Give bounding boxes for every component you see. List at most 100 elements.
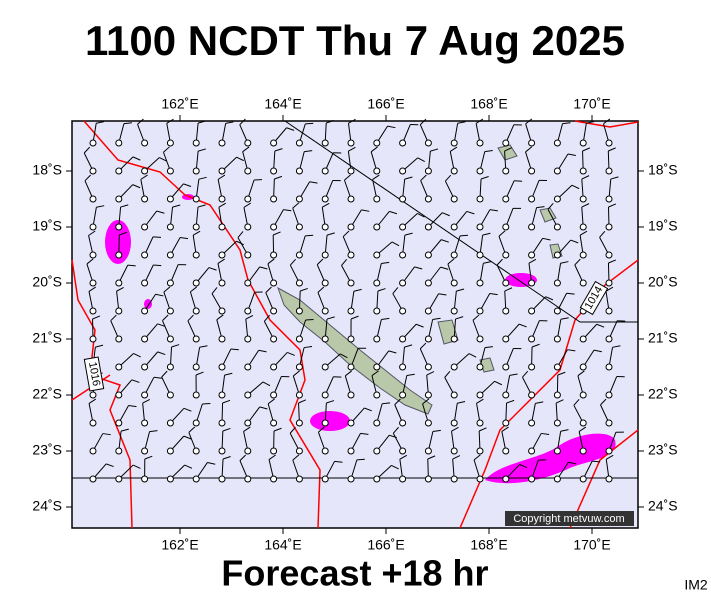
station: [347, 139, 355, 147]
barb-flag: [391, 464, 399, 470]
barb-flag: [581, 203, 590, 208]
station: [476, 391, 484, 399]
station: [244, 363, 252, 371]
barb-flag: [348, 118, 356, 124]
station: [399, 223, 407, 231]
station: [373, 335, 381, 343]
station: [115, 391, 123, 399]
station: [553, 167, 561, 175]
station: [244, 279, 252, 287]
barb-flag: [159, 157, 167, 162]
station: [270, 167, 278, 175]
barb-flag: [239, 118, 246, 126]
station: [450, 279, 458, 287]
barb-flag: [593, 349, 602, 353]
barb-flag: [596, 323, 605, 328]
station: [192, 391, 200, 399]
barb-flag: [414, 266, 423, 270]
barb-flag: [163, 286, 171, 293]
copyright-box: [505, 511, 634, 526]
station: [115, 419, 123, 427]
barb-flag: [415, 323, 424, 328]
station: [321, 251, 329, 259]
barb-flag: [102, 433, 111, 436]
barb-flag: [361, 209, 370, 212]
station: [605, 251, 613, 259]
station: [373, 139, 381, 147]
image-id: IM2: [684, 577, 708, 593]
barb-flag: [267, 398, 275, 405]
barb-flag: [224, 372, 233, 376]
station: [373, 251, 381, 259]
barb-flag: [166, 118, 174, 124]
barb-flag: [392, 426, 399, 434]
station: [605, 279, 613, 287]
station: [141, 475, 149, 483]
barb-flag: [163, 146, 170, 153]
station: [424, 223, 432, 231]
station: [270, 195, 278, 203]
station: [321, 279, 329, 287]
station: [115, 223, 123, 231]
barb-flag: [287, 351, 295, 356]
barb-flag: [127, 264, 136, 267]
station: [244, 335, 252, 343]
station: [89, 195, 97, 203]
station: [347, 419, 355, 427]
station: [605, 167, 613, 175]
longitude-label: 164˚E: [264, 537, 301, 553]
station: [476, 419, 484, 427]
barb-flag: [562, 122, 571, 125]
station: [373, 307, 381, 315]
station: [476, 307, 484, 315]
station: [528, 167, 536, 175]
barb-flag: [197, 148, 206, 152]
station: [244, 307, 252, 315]
station: [321, 139, 329, 147]
station: [347, 363, 355, 371]
barb-flag: [144, 455, 153, 460]
barb-flag: [180, 237, 189, 240]
barb-flag: [447, 258, 455, 265]
barb-flag: [457, 401, 466, 404]
barb-flag: [152, 236, 162, 238]
station: [166, 223, 174, 231]
station: [579, 475, 587, 483]
station: [295, 307, 303, 315]
barb-flag: [88, 398, 97, 404]
barb-flag: [430, 148, 439, 152]
station: [399, 279, 407, 287]
station: [166, 167, 174, 175]
station: [218, 167, 226, 175]
station: [295, 447, 303, 455]
barb-flag: [504, 147, 513, 152]
station: [528, 307, 536, 315]
barb-flag: [581, 175, 590, 180]
station: [424, 307, 432, 315]
barb-flag: [316, 258, 324, 266]
latitude-label: 23˚S: [648, 442, 678, 458]
station: [553, 195, 561, 203]
station: [579, 447, 587, 455]
barb-flag: [273, 427, 282, 432]
barb-flag: [96, 121, 105, 124]
barb-flag: [119, 231, 128, 236]
station: [192, 167, 200, 175]
station: [605, 475, 613, 483]
barb-flag: [606, 454, 614, 460]
station: [295, 363, 303, 371]
barb-flag: [197, 120, 206, 124]
barb-flag: [522, 370, 529, 378]
barb-flag: [86, 258, 94, 265]
barb-flag: [317, 286, 325, 293]
station: [141, 223, 149, 231]
station: [579, 195, 587, 203]
station: [502, 167, 510, 175]
barb-flag: [605, 286, 614, 292]
station: [218, 139, 226, 147]
station: [270, 307, 278, 315]
station: [244, 475, 252, 483]
barb-flag: [451, 426, 459, 432]
barb-flag: [440, 266, 449, 270]
station: [244, 195, 252, 203]
